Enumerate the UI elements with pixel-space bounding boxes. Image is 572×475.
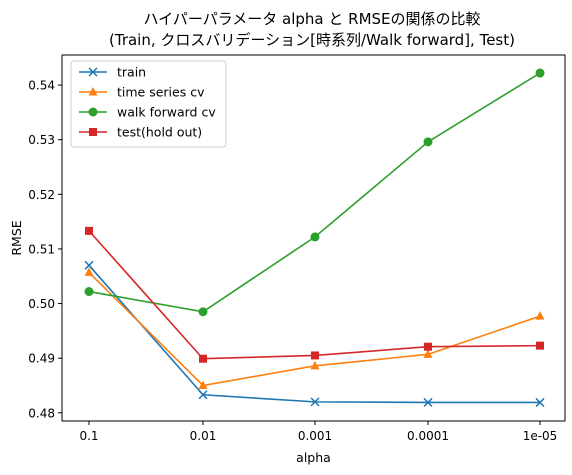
series-line <box>88 264 540 404</box>
data-point <box>198 307 208 317</box>
data-point <box>310 232 320 242</box>
data-point <box>311 351 319 360</box>
data-point <box>535 397 545 407</box>
legend-label: walk forward cv <box>117 105 216 120</box>
data-point <box>84 287 94 297</box>
x-tick-label: 0.001 <box>298 429 332 443</box>
y-tick-label: 0.54 <box>28 79 55 93</box>
series-time-series-cv <box>84 267 545 389</box>
legend-label: train <box>117 65 146 80</box>
legend-label: time series cv <box>117 85 205 100</box>
data-point <box>199 354 207 363</box>
data-point <box>536 341 544 350</box>
x-tick-label: 1e-05 <box>523 429 558 443</box>
data-point <box>535 68 545 78</box>
data-point <box>310 397 320 407</box>
series-test-hold-out- <box>85 226 544 363</box>
y-tick-label: 0.52 <box>28 188 55 202</box>
data-point <box>423 397 433 407</box>
data-point <box>423 349 433 358</box>
data-point <box>84 267 94 276</box>
x-tick-label: 0.1 <box>79 429 98 443</box>
legend-item: walk forward cv <box>79 105 216 120</box>
legend-item: train <box>79 65 146 80</box>
y-axis-ticks: 0.48 0.49 0.50 0.51 0.52 0.53 0.54 <box>28 79 62 420</box>
legend: train time series cv walk forward cv test(h… <box>70 60 227 148</box>
legend-label: test(hold out) <box>117 125 202 140</box>
y-tick-label: 0.48 <box>28 406 55 420</box>
data-point <box>88 107 98 117</box>
x-tick-label: 0.0001 <box>407 429 449 443</box>
y-axis-label: RMSE <box>9 220 24 255</box>
x-axis-ticks: 0.1 0.01 0.001 0.0001 1e-05 <box>79 421 557 443</box>
legend-item: test(hold out) <box>79 125 202 140</box>
x-tick-label: 0.01 <box>190 429 217 443</box>
legend-box <box>70 60 227 148</box>
data-point <box>423 137 433 147</box>
data-point <box>310 360 320 370</box>
y-tick-label: 0.50 <box>28 297 55 311</box>
y-tick-label: 0.49 <box>28 352 55 366</box>
plot-area <box>61 54 566 422</box>
data-point <box>89 128 97 136</box>
data-point <box>198 390 208 400</box>
series-train <box>84 260 545 407</box>
data-point <box>85 226 93 235</box>
data-point <box>198 380 208 389</box>
data-point <box>88 87 98 96</box>
data-point <box>84 260 94 270</box>
series-layer <box>84 68 545 407</box>
chart-title-line-1: ハイパーパラメータ alpha と RMSEの関係の比較 <box>143 10 480 28</box>
data-point <box>88 67 98 77</box>
chart-title-line-2: (Train, クロスバリデーション[時系列/Walk forward], Te… <box>109 31 515 49</box>
y-tick-label: 0.51 <box>28 242 55 256</box>
data-point <box>535 311 545 320</box>
x-axis-label: alpha <box>296 450 331 465</box>
data-point <box>424 342 432 351</box>
legend-item: time series cv <box>79 85 205 100</box>
y-tick-label: 0.53 <box>28 133 55 147</box>
series-walk-forward-cv <box>84 68 545 317</box>
